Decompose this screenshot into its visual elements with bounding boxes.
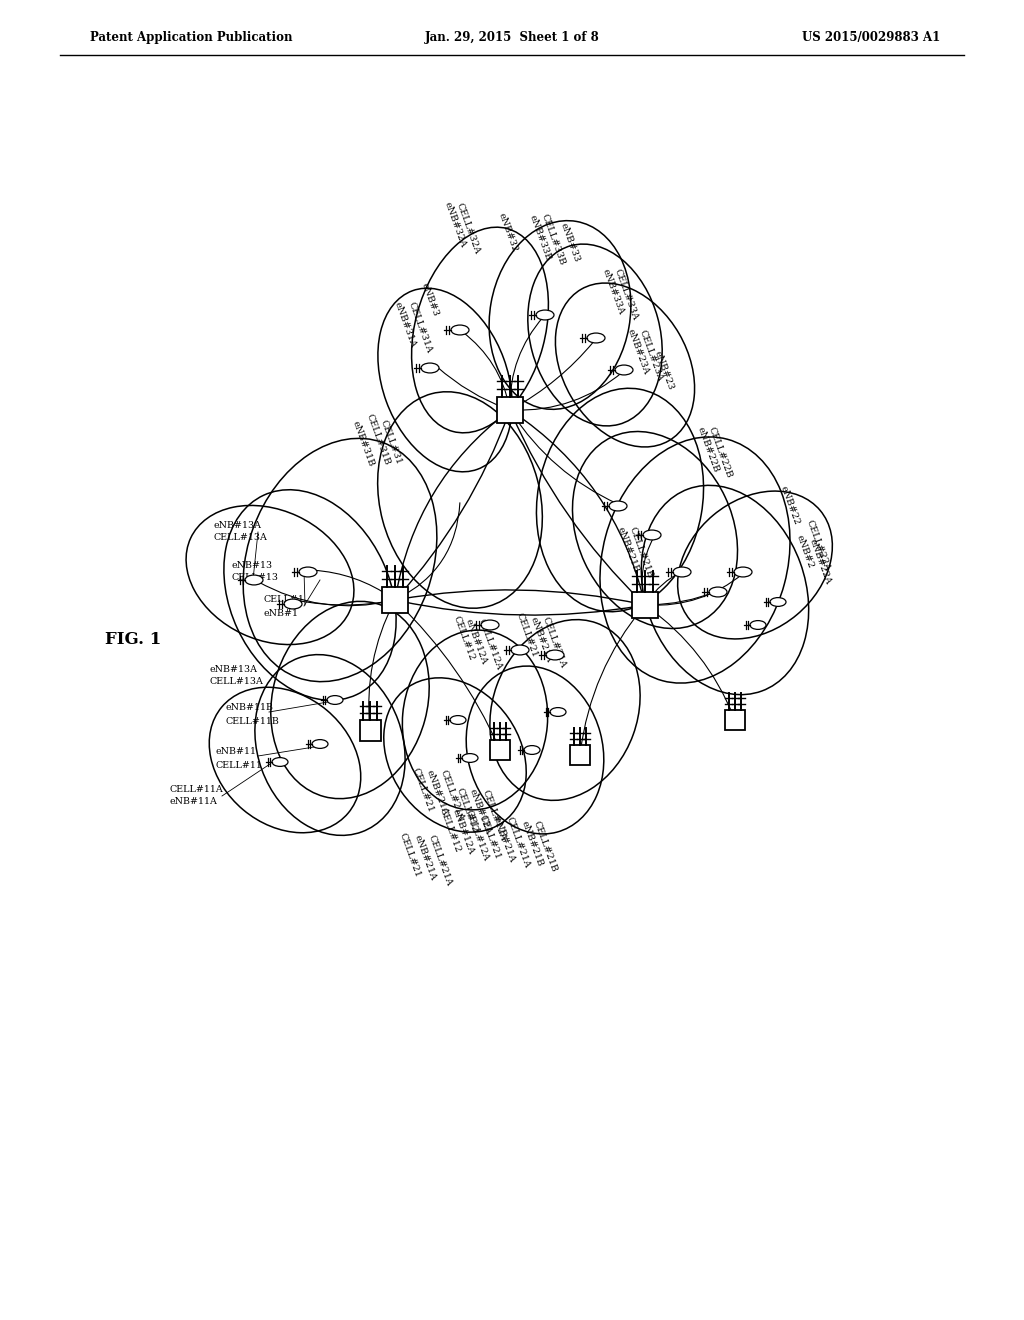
- Text: CELL#21: CELL#21: [397, 832, 422, 879]
- Text: CELL#33B: CELL#33B: [540, 213, 566, 267]
- Ellipse shape: [615, 366, 633, 375]
- FancyBboxPatch shape: [359, 719, 381, 741]
- Text: CELL#21: CELL#21: [411, 767, 435, 813]
- Text: eNB#22: eNB#22: [779, 484, 801, 525]
- Text: CELL#11B: CELL#11B: [225, 717, 279, 726]
- Text: eNB#1: eNB#1: [264, 609, 299, 618]
- Ellipse shape: [643, 531, 662, 540]
- Text: CELL#21B: CELL#21B: [628, 525, 654, 579]
- Text: CELL#11A: CELL#11A: [170, 785, 224, 795]
- Text: eNB#12A: eNB#12A: [468, 788, 493, 836]
- Text: eNB#22A: eNB#22A: [808, 539, 833, 586]
- Ellipse shape: [536, 310, 554, 319]
- Ellipse shape: [450, 715, 466, 725]
- Ellipse shape: [299, 568, 317, 577]
- Text: CELL#11: CELL#11: [216, 760, 263, 770]
- Text: CELL#1: CELL#1: [264, 595, 305, 605]
- Text: eNB#11: eNB#11: [216, 747, 257, 756]
- Ellipse shape: [609, 502, 627, 511]
- Text: eNB#21A: eNB#21A: [492, 816, 516, 865]
- Text: eNB#23: eNB#23: [652, 348, 675, 391]
- FancyBboxPatch shape: [725, 710, 744, 730]
- Ellipse shape: [587, 333, 605, 343]
- Ellipse shape: [462, 754, 478, 763]
- Text: CELL#13: CELL#13: [232, 573, 279, 582]
- Text: CELL#21A: CELL#21A: [427, 833, 454, 887]
- Text: CELL#32A: CELL#32A: [455, 201, 481, 255]
- Ellipse shape: [284, 599, 302, 609]
- Text: eNB#2: eNB#2: [795, 535, 815, 570]
- Text: CELL#12A: CELL#12A: [480, 788, 508, 842]
- Ellipse shape: [546, 649, 564, 660]
- Ellipse shape: [327, 696, 343, 705]
- Text: CELL#31: CELL#31: [379, 418, 403, 466]
- Ellipse shape: [709, 587, 727, 597]
- Text: CELL#23A: CELL#23A: [638, 329, 665, 381]
- Text: US 2015/0029883 A1: US 2015/0029883 A1: [802, 30, 940, 44]
- Text: eNB#13: eNB#13: [232, 561, 273, 569]
- Text: eNB#12A: eNB#12A: [464, 618, 488, 667]
- FancyBboxPatch shape: [382, 587, 408, 612]
- Text: CELL#12A: CELL#12A: [476, 618, 504, 671]
- Ellipse shape: [770, 598, 786, 606]
- Text: eNB#21A: eNB#21A: [413, 834, 437, 882]
- Text: CELL#31B: CELL#31B: [365, 413, 391, 467]
- Ellipse shape: [312, 739, 328, 748]
- Text: CELL#22A: CELL#22A: [805, 519, 831, 572]
- Ellipse shape: [451, 325, 469, 335]
- Text: eNB#32: eNB#32: [497, 211, 519, 253]
- Ellipse shape: [272, 758, 288, 767]
- Text: eNB#11A: eNB#11A: [170, 797, 218, 807]
- Text: CELL#21A: CELL#21A: [505, 816, 531, 869]
- Text: CELL#31A: CELL#31A: [407, 300, 433, 354]
- Text: CELL#33A: CELL#33A: [612, 268, 639, 322]
- Text: CELL#22B: CELL#22B: [707, 425, 733, 479]
- Text: eNB#11B: eNB#11B: [225, 704, 273, 713]
- Text: CELL#12A: CELL#12A: [464, 808, 490, 862]
- Ellipse shape: [524, 746, 540, 755]
- Text: eNB#21B: eNB#21B: [519, 820, 545, 869]
- Ellipse shape: [550, 708, 566, 717]
- Text: CELL#13A: CELL#13A: [214, 533, 268, 543]
- Text: CELL#21: CELL#21: [515, 611, 540, 659]
- Text: eNB#32A: eNB#32A: [442, 201, 467, 249]
- Text: eNB#21B: eNB#21B: [615, 525, 640, 574]
- Text: CELL#13A: CELL#13A: [210, 677, 264, 686]
- Ellipse shape: [511, 645, 529, 655]
- Text: eNB#13A: eNB#13A: [214, 520, 262, 529]
- Text: eNB#33A: eNB#33A: [600, 268, 626, 317]
- Text: CELL#12: CELL#12: [455, 787, 479, 833]
- Ellipse shape: [481, 620, 499, 630]
- Ellipse shape: [673, 568, 691, 577]
- FancyBboxPatch shape: [490, 741, 510, 760]
- Text: eNB#33B: eNB#33B: [527, 214, 553, 263]
- Text: eNB#13A: eNB#13A: [210, 665, 258, 675]
- FancyBboxPatch shape: [498, 397, 522, 422]
- Text: eNB#23A: eNB#23A: [626, 327, 650, 376]
- Text: eNB#31A: eNB#31A: [392, 301, 418, 348]
- Ellipse shape: [750, 620, 766, 630]
- Text: CELL#21B: CELL#21B: [531, 820, 558, 873]
- Text: CELL#12: CELL#12: [452, 614, 476, 661]
- Text: eNB#12A: eNB#12A: [451, 808, 475, 857]
- Text: CELL#21A: CELL#21A: [438, 768, 466, 822]
- Text: eNB#33: eNB#33: [559, 222, 582, 264]
- Text: FIG. 1: FIG. 1: [105, 631, 161, 648]
- Ellipse shape: [734, 568, 752, 577]
- Text: eNB#31B: eNB#31B: [350, 420, 376, 469]
- FancyBboxPatch shape: [570, 746, 590, 764]
- Text: Patent Application Publication: Patent Application Publication: [90, 30, 293, 44]
- Ellipse shape: [421, 363, 439, 374]
- Ellipse shape: [245, 576, 263, 585]
- Text: eNB#21A: eNB#21A: [425, 770, 450, 817]
- Text: eNB#21A: eNB#21A: [528, 616, 553, 664]
- Text: CELL#21: CELL#21: [478, 813, 502, 861]
- Text: eNB#3: eNB#3: [420, 282, 440, 318]
- FancyBboxPatch shape: [633, 593, 657, 618]
- Text: CELL#12: CELL#12: [437, 807, 462, 854]
- Text: Jan. 29, 2015  Sheet 1 of 8: Jan. 29, 2015 Sheet 1 of 8: [425, 30, 599, 44]
- Text: CELL#21A: CELL#21A: [541, 615, 567, 669]
- Text: eNB#22B: eNB#22B: [695, 426, 721, 474]
